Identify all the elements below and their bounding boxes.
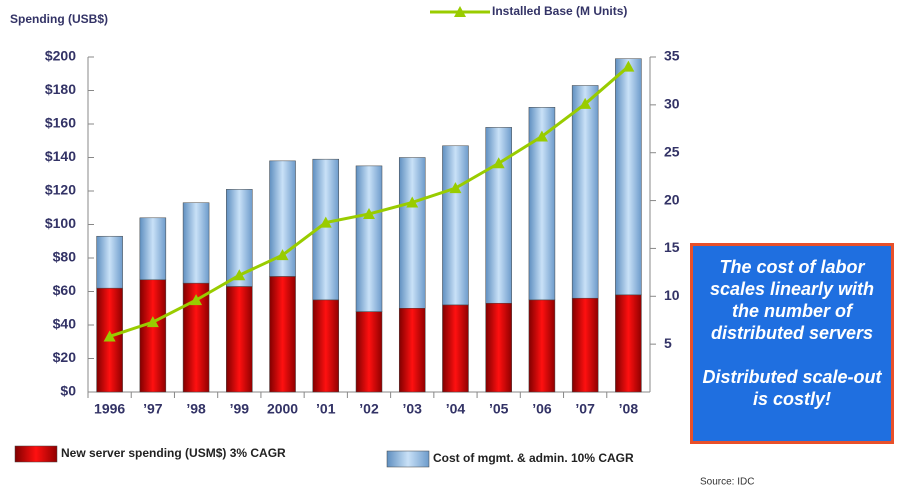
bar — [442, 304, 469, 393]
x-tick-label: ’97 — [143, 401, 163, 417]
source: Source: IDC — [700, 477, 754, 488]
x-tick-label: ’07 — [575, 401, 595, 417]
callout-text: The cost of labor scales linearly with t… — [709, 257, 875, 343]
y2-tick-label: 15 — [664, 239, 680, 255]
y-tick-label: $140 — [45, 148, 76, 164]
y-tick-label: $120 — [45, 182, 76, 198]
legend-label: New server spending (USM$) 3% CAGR — [61, 446, 286, 460]
x-tick-label: 2000 — [267, 401, 298, 417]
marker — [449, 182, 462, 194]
y-tick-label: $20 — [53, 349, 77, 365]
legend-label: Cost of mgmt. & admin. 10% CAGR — [433, 451, 634, 465]
bar — [571, 85, 599, 299]
legend-swatch — [386, 450, 430, 468]
y-tick-label: $0 — [60, 383, 76, 399]
legend-label: Installed Base (M Units) — [492, 4, 627, 18]
bar — [139, 217, 167, 281]
marker — [406, 196, 419, 208]
y2-tick-label: 35 — [664, 48, 680, 64]
x-tick-label: ’98 — [186, 401, 206, 417]
x-tick-label: ’02 — [359, 401, 379, 417]
marker — [319, 216, 332, 228]
marker — [276, 249, 289, 261]
y-tick-label: $40 — [53, 316, 77, 332]
legend-swatch — [14, 445, 58, 463]
marker — [233, 269, 246, 281]
x-tick-label: ’03 — [402, 401, 422, 417]
marker — [535, 130, 548, 142]
y-tick-label: $60 — [53, 282, 77, 298]
marker — [190, 294, 203, 306]
bar — [485, 302, 512, 393]
x-tick-label: 1996 — [94, 401, 125, 417]
y-axis-label: Spending (USB$) — [10, 12, 108, 26]
x-tick-label: ’05 — [489, 401, 509, 417]
bar — [528, 107, 556, 301]
bar — [355, 165, 383, 312]
y2-tick-label: 30 — [664, 96, 680, 112]
x-tick-label: ’04 — [446, 401, 466, 417]
marker — [363, 207, 375, 219]
y-tick-label: $100 — [45, 215, 76, 231]
y-tick-label: $160 — [45, 115, 76, 131]
marker — [146, 316, 159, 328]
bar — [226, 286, 253, 393]
x-tick-label: ’08 — [619, 401, 639, 417]
marker — [492, 157, 505, 169]
bar — [312, 299, 340, 393]
x-tick-label: ’06 — [532, 401, 552, 417]
callout: The cost of labor scales linearly with t… — [690, 243, 894, 444]
bar — [269, 276, 296, 393]
x-tick-label: ’99 — [230, 401, 250, 417]
y2-tick-label: 20 — [664, 191, 680, 207]
marker — [103, 330, 116, 342]
y2-tick-label: 25 — [664, 143, 680, 159]
callout-text: Distributed scale-out is costly! — [702, 367, 882, 409]
bar — [485, 127, 512, 304]
bar — [571, 297, 599, 393]
bar — [615, 58, 642, 296]
bar — [398, 157, 426, 309]
bar — [355, 311, 383, 393]
legend-marker — [454, 6, 466, 17]
marker — [622, 60, 635, 72]
y2-tick-label: 5 — [664, 335, 672, 351]
y-tick-label: $180 — [45, 81, 76, 97]
bar — [442, 145, 469, 306]
bar — [398, 308, 426, 393]
bar — [139, 279, 167, 393]
y2-tick-label: 10 — [664, 287, 680, 303]
x-tick-label: ’01 — [316, 401, 336, 417]
marker — [579, 97, 592, 109]
bar — [182, 202, 210, 284]
bar — [96, 235, 123, 289]
bar — [615, 294, 642, 393]
y-tick-label: $80 — [53, 249, 77, 265]
bar — [528, 299, 556, 393]
y-tick-label: $200 — [45, 48, 76, 64]
